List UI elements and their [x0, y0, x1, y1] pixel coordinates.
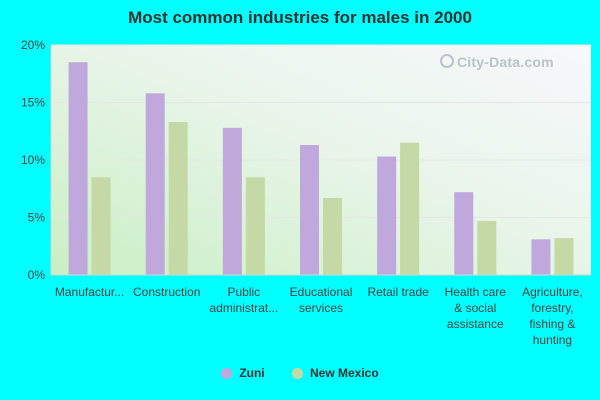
legend-swatch	[221, 367, 233, 379]
bar-zuni	[222, 127, 242, 275]
bar-zuni	[145, 93, 165, 275]
y-tick-label: 15%	[21, 96, 45, 110]
x-tick-label: Agriculture, forestry, fishing & hunting	[522, 285, 583, 347]
legend-label: New Mexico	[309, 366, 379, 380]
watermark-text: City-Data.com	[457, 54, 554, 70]
x-tick-label: Construction	[133, 285, 200, 299]
bar-zuni	[454, 192, 474, 275]
bar-zuni	[300, 145, 319, 275]
bar-new-mexico	[400, 142, 420, 275]
watermark: City-Data.com	[440, 53, 554, 70]
legend-swatch	[291, 367, 303, 379]
x-tick-label: Retail trade	[367, 285, 429, 299]
bar-new-mexico	[245, 177, 265, 275]
magnifier-icon	[440, 54, 454, 68]
legend-item-zuni: Zuni	[221, 366, 265, 380]
legend: Zuni New Mexico	[0, 366, 600, 382]
x-tick-label: Educational services	[290, 285, 353, 315]
y-tick-label: 5%	[28, 211, 46, 225]
bar-new-mexico	[323, 197, 342, 275]
bar-new-mexico	[477, 220, 497, 275]
legend-item-new-mexico: New Mexico	[291, 366, 379, 380]
bar-new-mexico	[91, 177, 111, 275]
bar-zuni	[68, 62, 88, 275]
y-tick-label: 20%	[21, 38, 45, 52]
x-tick-label: Health care & social assistance	[445, 285, 507, 331]
legend-label: Zuni	[239, 366, 265, 380]
bar-new-mexico	[554, 238, 574, 275]
bar-zuni	[377, 156, 397, 275]
bar-zuni	[531, 239, 551, 275]
bar-new-mexico	[168, 122, 188, 275]
x-tick-label: Manufactur...	[55, 285, 124, 299]
y-tick-label: 10%	[21, 153, 45, 167]
y-tick-label: 0%	[28, 268, 46, 282]
x-tick-label: Public administrat...	[210, 285, 279, 315]
chart-title: Most common industries for males in 2000	[128, 8, 472, 27]
